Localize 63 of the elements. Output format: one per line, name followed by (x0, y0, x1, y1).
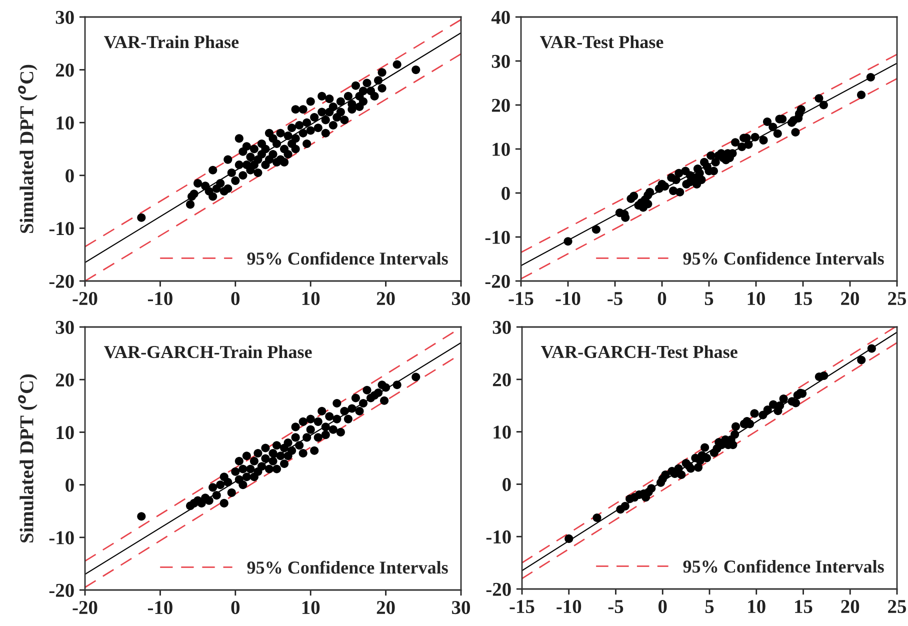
y-tick-label: 0 (66, 478, 74, 492)
y-tick-label: 10 (494, 426, 511, 439)
x-tick-label: -10 (148, 292, 172, 306)
x-tick-label: -10 (148, 600, 172, 614)
x-tick-label: 30 (452, 292, 470, 306)
text: VAR-GARCH-Train Phase (104, 345, 312, 358)
x-tick-label: 5 (705, 600, 714, 614)
y-tick-label: 10 (56, 426, 74, 440)
y-tick-label: -20 (486, 582, 511, 596)
y-axis-title: Simulated DPT ($^{o}$C) (18, 374, 38, 542)
x-tick-label: 0 (231, 600, 240, 614)
x-tick-label: -5 (608, 600, 624, 614)
legend-label: 95% Confidence Intervals (247, 252, 448, 265)
x-tick-label: 15 (795, 600, 812, 614)
y-tick-label: 10 (56, 116, 74, 130)
x-tick-label: 20 (841, 292, 859, 306)
y-tick-label: -20 (49, 584, 74, 597)
y-tick-label: 10 (492, 142, 510, 156)
text: VAR-Test Phase (540, 35, 664, 48)
y-tick-label: 30 (56, 320, 74, 334)
x-tick-label: 10 (748, 600, 766, 614)
text: VAR-Train Phase (104, 35, 239, 48)
x-tick-label: 15 (794, 292, 812, 306)
x-tick-label: 10 (302, 292, 320, 306)
x-tick-label: 10 (748, 292, 765, 306)
x-tick-label: 25 (888, 292, 906, 306)
y-tick-label: 30 (492, 320, 511, 334)
x-tick-label: -10 (556, 600, 582, 614)
x-tick-label: 20 (841, 600, 860, 614)
x-tick-label: -15 (508, 292, 534, 306)
legend-label: 95% Confidence Intervals (683, 252, 884, 265)
x-tick-label: 5 (704, 292, 714, 306)
x-tick-label: 0 (231, 292, 240, 306)
y-tick-label: -20 (485, 274, 510, 288)
y-tick-label: 30 (56, 10, 74, 24)
y-tick-label: -10 (49, 222, 74, 236)
x-tick-label: 20 (376, 600, 395, 614)
y-tick-label: -20 (49, 274, 74, 288)
x-tick-label: 25 (888, 600, 906, 614)
x-tick-label: 30 (452, 600, 470, 614)
y-tick-label: 0 (502, 478, 511, 492)
y-tick-label: 0 (502, 186, 510, 200)
text: VAR-GARCH-Test Phase (540, 345, 738, 358)
y-tick-label: -10 (485, 230, 510, 244)
y-tick-label: 20 (492, 98, 510, 112)
y-axis-title: Simulated DPT ($^{o}$C) (18, 64, 38, 233)
y-tick-label: -10 (49, 531, 74, 544)
x-tick-label: -10 (556, 292, 580, 306)
y-tick-label: 20 (56, 373, 74, 387)
legend-label: 95% Confidence Intervals (247, 560, 448, 574)
x-tick-label: -5 (608, 292, 622, 306)
y-tick-label: 20 (492, 373, 511, 386)
y-tick-label: 20 (56, 64, 74, 77)
y-tick-label: -10 (486, 530, 511, 544)
x-tick-label: 20 (376, 292, 395, 306)
x-tick-label: 0 (658, 292, 666, 306)
x-tick-label: -15 (510, 600, 534, 614)
y-tick-label: 40 (491, 10, 510, 24)
legend-label: 95% Confidence Intervals (683, 560, 884, 573)
y-tick-label: 30 (492, 54, 510, 68)
x-tick-label: 10 (302, 600, 320, 614)
y-tick-label: 0 (66, 169, 74, 182)
x-tick-label: 0 (658, 600, 667, 614)
